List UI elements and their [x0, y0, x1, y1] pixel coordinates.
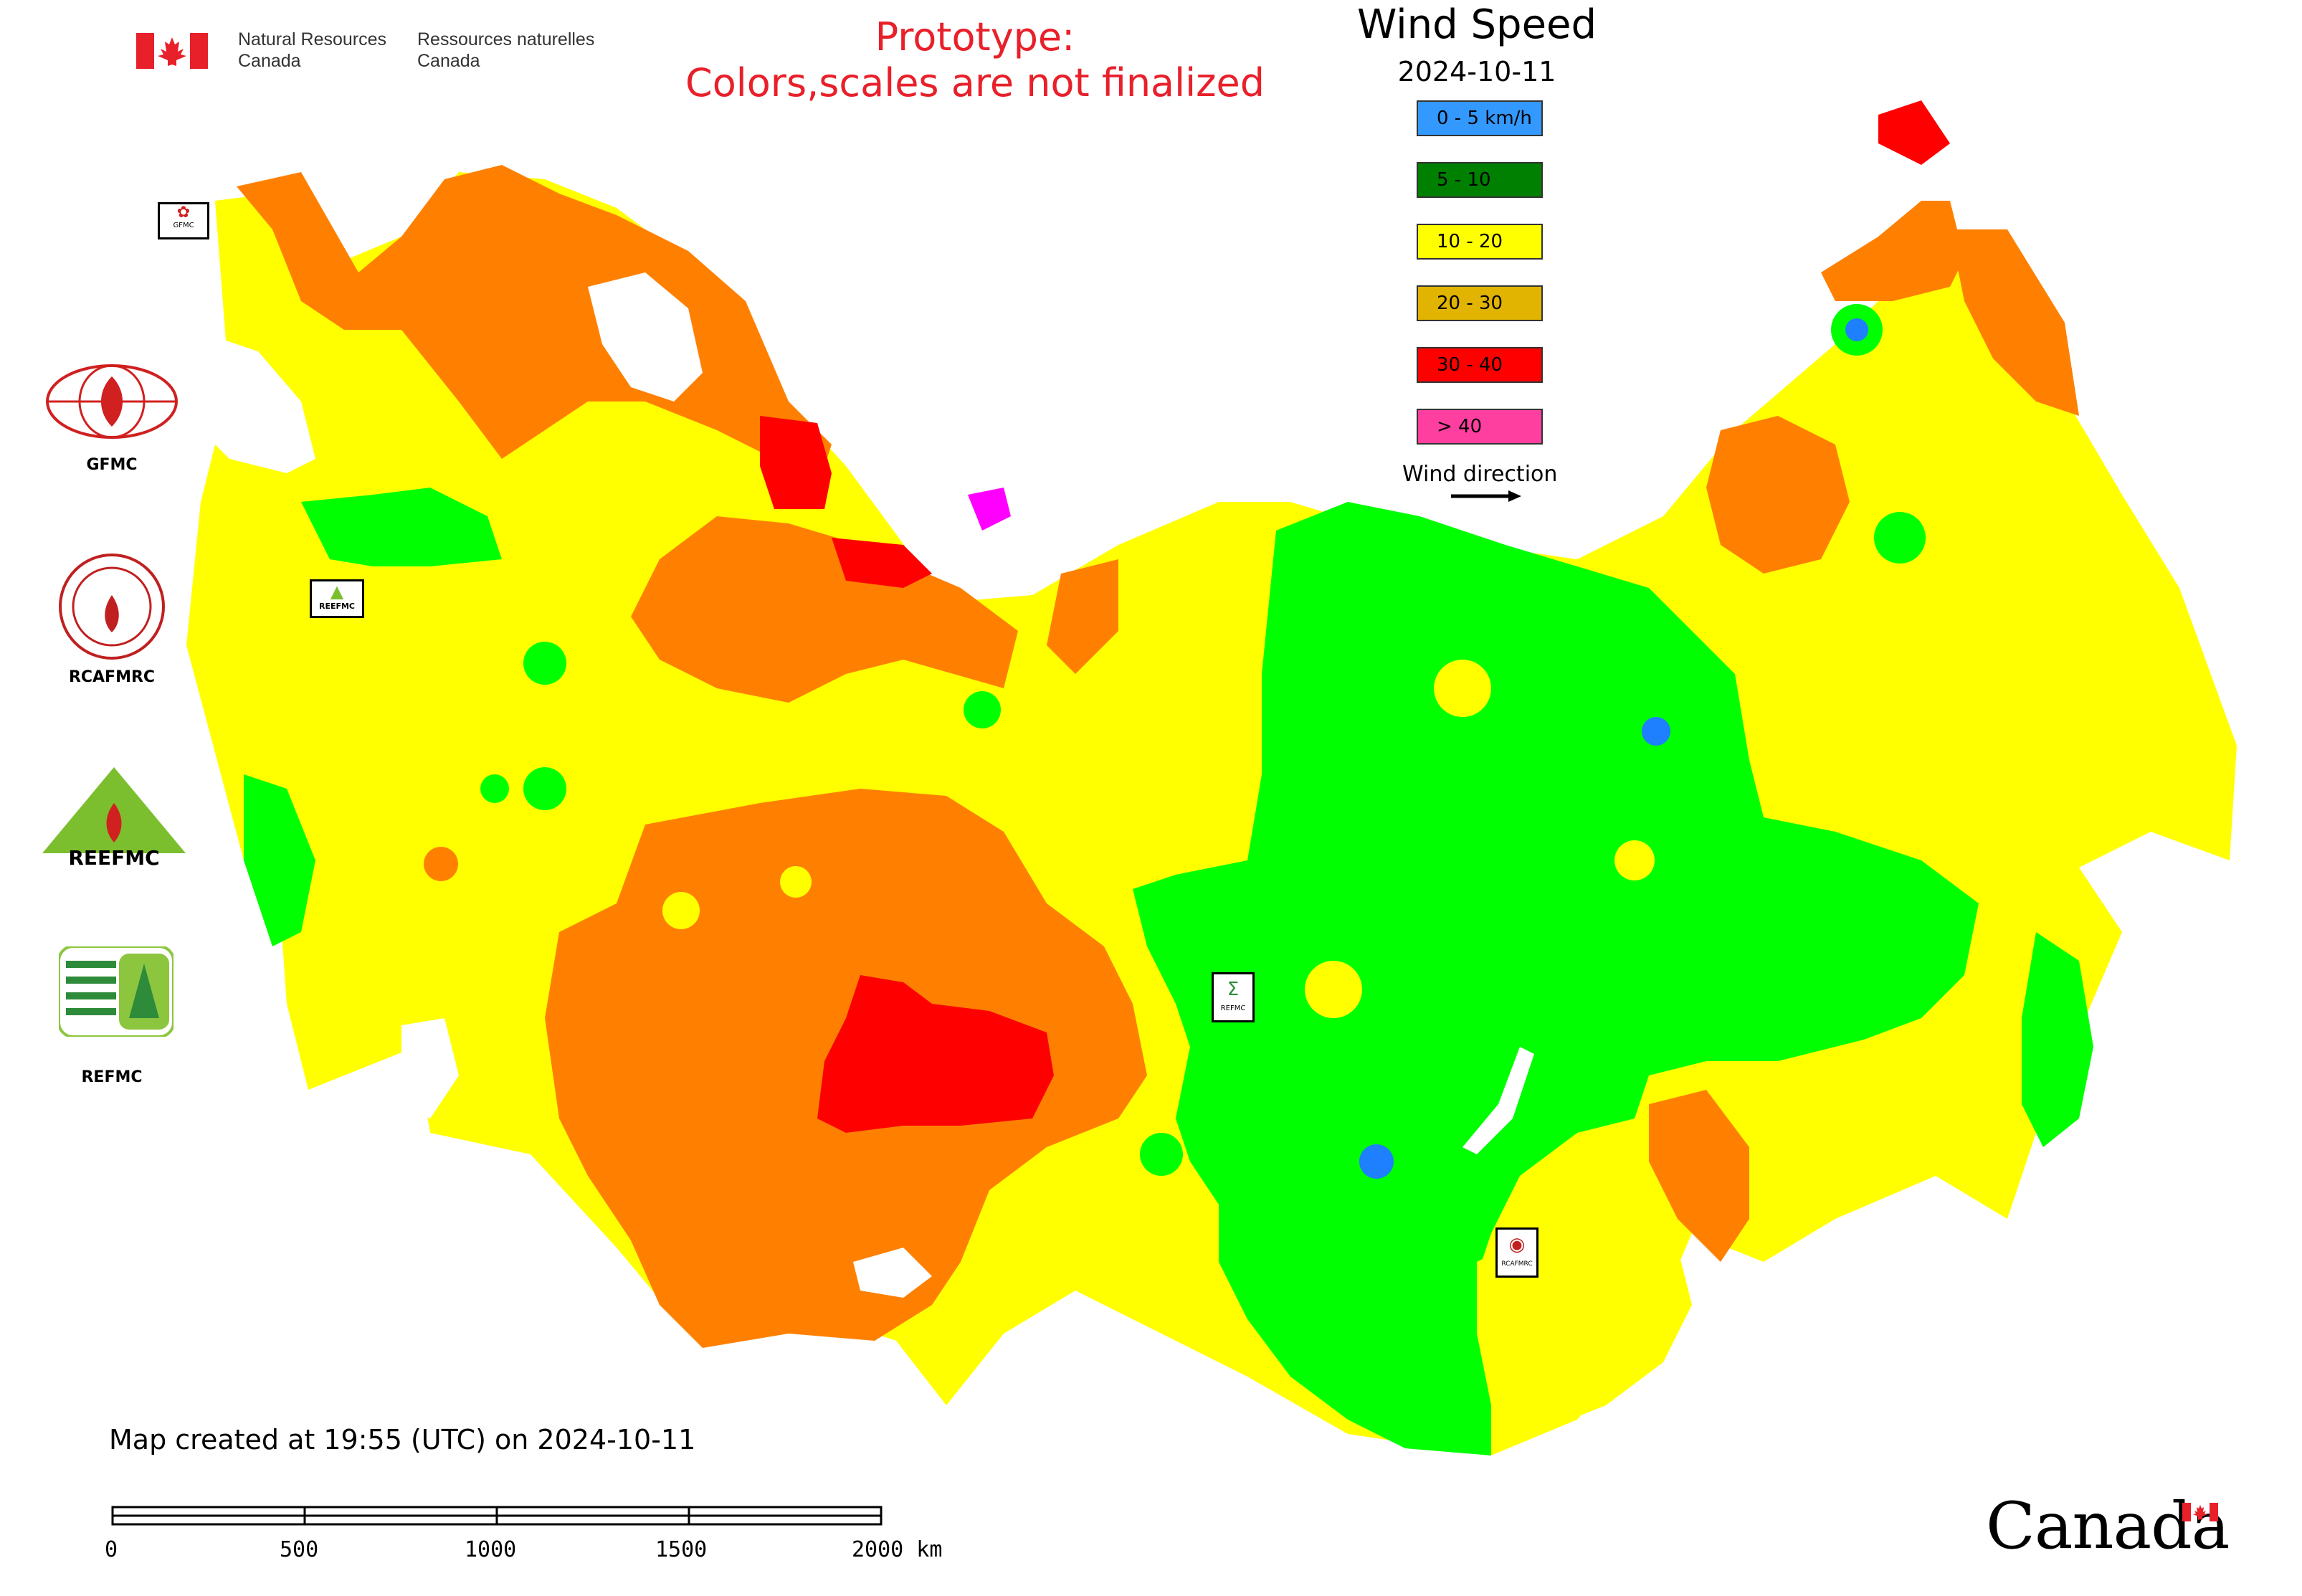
legend-class-moderate: 10 - 20 — [1417, 224, 1543, 260]
aral-sea — [853, 1248, 932, 1298]
gov-name-fr: Ressources naturelles Canada — [417, 29, 594, 72]
refmc-map-badge: Σ REFMC — [1212, 972, 1255, 1022]
blob-moderate-2 — [1305, 961, 1362, 1018]
blob-moderate-3 — [662, 892, 700, 929]
rcafmrc-logo — [57, 552, 166, 661]
zone-fresh-nw — [237, 165, 832, 488]
white-sea — [588, 272, 703, 402]
prototype-line1: Prototype: — [875, 14, 1075, 60]
canada-wordmark-flag-icon — [2182, 1503, 2218, 1521]
legend-class-fresh: 20 - 30 — [1417, 285, 1543, 321]
zone-extreme-island — [968, 488, 1011, 531]
blob-calm-3 — [1359, 1144, 1394, 1179]
scale-label-2000: 2000 km — [852, 1537, 943, 1562]
reefmc-wordmark: REEFMC — [68, 846, 160, 870]
legend-class-extreme: > 40 — [1417, 409, 1543, 445]
blob-calm-core — [1845, 318, 1868, 341]
scale-label-500: 500 — [280, 1537, 319, 1562]
legend-date: 2024-10-11 — [1397, 56, 1556, 87]
rcafmrc-seal-icon — [59, 554, 165, 660]
zone-fresh-amur — [1649, 1090, 1749, 1262]
zone-light-baltic — [244, 774, 315, 946]
blob-light-5 — [523, 642, 566, 685]
gov-name-en: Natural Resources Canada — [238, 29, 386, 72]
gfmc-badge-label: GFMC — [173, 222, 194, 229]
blob-moderate — [1434, 660, 1491, 717]
blob-light-3 — [964, 691, 1001, 728]
rcafmrc-label: RCAFMRC — [68, 668, 156, 686]
refmc-label: REFMC — [81, 1068, 143, 1086]
gfmc-label: GFMC — [86, 456, 138, 474]
wind-direction-label: Wind direction — [1402, 462, 1558, 487]
legend-class-light: 5 - 10 — [1417, 162, 1543, 198]
refmc-badge-label: REFMC — [1220, 1004, 1246, 1012]
zone-strong-chukotka — [1878, 100, 1950, 165]
lake-baikal — [1462, 1047, 1534, 1154]
blob-moderate-5 — [1614, 840, 1655, 880]
rcafmrc-badge-icon: ◉ — [1508, 1234, 1526, 1255]
zone-light-primorye — [2022, 932, 2093, 1147]
refmc-sigma-icon — [57, 945, 175, 1038]
legend-title: Wind Speed — [1356, 1, 1597, 48]
caspian-sea — [401, 1018, 459, 1118]
zone-fresh-east-coast — [1047, 559, 1118, 674]
land-mass — [186, 100, 2237, 1455]
gov-name-en-line1: Natural Resources — [238, 29, 387, 49]
gfmc-map-badge: ✿ GFMC — [158, 202, 209, 239]
zone-strong-coast — [760, 416, 832, 509]
zone-fresh-kolyma — [1706, 416, 1850, 574]
rcafmrc-badge-label: RCAFMRC — [1501, 1260, 1533, 1268]
zone-strong-yamal — [832, 538, 932, 588]
refmc-logo — [57, 945, 175, 1038]
legend-class-calm: 0 - 5 km/h — [1417, 100, 1543, 136]
zone-fresh-ne — [1821, 201, 1964, 301]
blob-moderate-4 — [780, 866, 812, 898]
scale-label-1500: 1500 — [655, 1537, 708, 1562]
baltic-sea — [186, 337, 315, 473]
canada-flag-icon — [136, 33, 208, 69]
canada-wordmark-text: Canada — [1986, 1488, 2230, 1564]
zone-fresh-north — [631, 516, 1018, 703]
blob-light-4 — [1140, 1133, 1183, 1176]
scale-label-1000: 1000 — [465, 1537, 517, 1562]
reefmc-triangle-icon — [42, 767, 186, 853]
blob-light-2 — [1421, 575, 1447, 601]
reefmc-map-badge: ▲ REEFMC — [310, 579, 364, 618]
blob-light-6 — [523, 767, 566, 810]
zone-fresh-east — [1950, 229, 2079, 416]
legend-class-strong: 30 - 40 — [1417, 347, 1543, 383]
scale-bar — [111, 1506, 883, 1526]
blob-fresh — [424, 847, 458, 881]
blob-light-7 — [480, 774, 509, 803]
rcafmrc-map-badge: ◉ RCAFMRC — [1495, 1227, 1538, 1278]
gfmc-globe-icon — [46, 364, 178, 439]
gfmc-logo — [40, 362, 184, 441]
scale-label-0: 0 — [105, 1537, 118, 1562]
blob-light — [1874, 512, 1926, 564]
gfmc-badge-icon: ✿ — [176, 204, 191, 222]
prototype-line2: Colors,scales are not finalized — [685, 60, 1265, 105]
canada-wordmark: Canada — [1986, 1488, 2230, 1564]
gov-name-fr-line2: Canada — [417, 51, 480, 71]
blob-calm-2 — [1642, 717, 1670, 746]
zone-light-west — [301, 488, 502, 566]
refmc-badge-icon: Σ — [1227, 979, 1240, 1000]
zone-light-siberia — [1133, 502, 1979, 1455]
gov-name-fr-line1: Ressources naturelles — [417, 29, 595, 49]
prototype-notice: Prototype: Colors,scales are not finaliz… — [645, 14, 1305, 106]
wind-direction-arrow-icon — [1451, 490, 1521, 502]
reefmc-logo — [39, 767, 189, 868]
reefmc-badge-label: REEFMC — [318, 602, 356, 611]
reefmc-badge-icon: ▲ — [330, 581, 344, 602]
map-created-text: Map created at 19:55 (UTC) on 2024-10-11 — [109, 1424, 696, 1455]
water-bodies — [186, 272, 1534, 1298]
zone-strong-core — [817, 975, 1054, 1133]
gov-name-en-line2: Canada — [238, 51, 301, 71]
